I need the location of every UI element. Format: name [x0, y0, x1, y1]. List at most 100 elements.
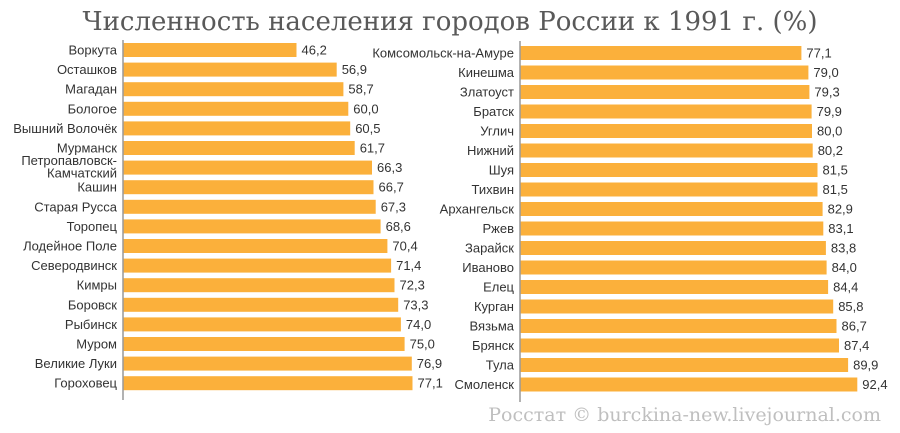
category-label: Великие Луки	[35, 356, 117, 371]
category-label: Златоуст	[460, 85, 514, 100]
value-label: 61,7	[360, 141, 385, 156]
category-label: Комсомольск-на-Амуре	[372, 46, 514, 61]
value-label: 66,3	[377, 160, 402, 175]
value-label: 83,8	[831, 241, 856, 256]
category-label: Тихвин	[472, 182, 514, 197]
category-label: Нижний	[467, 143, 514, 158]
bar	[123, 101, 349, 116]
bar	[520, 358, 849, 372]
value-label: 56,9	[342, 62, 367, 77]
value-label: 83,1	[828, 221, 853, 236]
bar	[520, 124, 812, 138]
category-label: Мурманск	[57, 141, 117, 156]
bar	[123, 141, 355, 155]
category-label: Зарайск	[465, 241, 514, 256]
value-label: 85,8	[838, 299, 863, 314]
value-label: 58,7	[348, 82, 373, 97]
value-label: 79,0	[813, 65, 838, 80]
category-label: Ржев	[482, 221, 514, 236]
value-label: 79,9	[817, 104, 842, 119]
bar	[123, 278, 395, 293]
bar	[123, 121, 351, 136]
category-label: Вязьма	[470, 319, 515, 334]
category-label: Бологое	[68, 101, 117, 116]
bar	[123, 239, 388, 253]
value-label: 75,0	[410, 337, 435, 352]
category-label: Елец	[483, 280, 514, 295]
bar	[520, 280, 829, 294]
right-panel: Комсомольск-на-Амуре 77,1 Кинешма 79,0 Злато…	[372, 41, 888, 402]
bar	[123, 62, 337, 77]
value-label: 72,3	[400, 278, 425, 293]
value-label: 77,1	[806, 46, 831, 61]
category-label: Кинешма	[458, 65, 515, 80]
value-label: 84,0	[832, 260, 857, 275]
bar	[520, 260, 827, 275]
value-label: 81,5	[823, 182, 848, 197]
bar	[520, 143, 813, 158]
bar	[123, 356, 412, 371]
category-label: Братск	[473, 104, 514, 119]
bar	[520, 182, 818, 197]
category-label: Гороховец	[54, 376, 117, 391]
category-label: Брянск	[472, 338, 514, 353]
value-label: 66,7	[379, 180, 404, 195]
value-label: 67,3	[381, 199, 406, 214]
bar	[520, 377, 858, 392]
bar	[123, 297, 399, 312]
category-label: Петропавловск-Камчатский	[21, 153, 117, 181]
bar	[520, 319, 837, 333]
category-label: Северодвинск	[31, 258, 117, 273]
bar	[520, 241, 826, 255]
bar	[123, 376, 413, 391]
bar	[123, 258, 392, 273]
category-label: Торопец	[67, 219, 118, 234]
bar	[123, 160, 372, 175]
left-panel: Воркута 46,2 Осташков 56,9 Магадан 58,7 Болого…	[13, 40, 443, 400]
category-label: Магадан	[65, 82, 117, 97]
value-label: 60,0	[353, 101, 378, 116]
category-label: Осташков	[57, 62, 117, 77]
bar	[123, 317, 401, 332]
value-label: 73,3	[403, 297, 428, 312]
value-label: 84,4	[833, 280, 858, 295]
category-label: Боровск	[68, 297, 117, 312]
value-label: 68,6	[386, 219, 411, 234]
category-label: Иваново	[462, 260, 514, 275]
bar	[123, 82, 344, 97]
value-label: 87,4	[844, 338, 869, 353]
bar	[520, 104, 812, 119]
bar	[123, 199, 376, 214]
value-label: 80,2	[818, 143, 843, 158]
value-label: 82,9	[828, 202, 853, 217]
value-label: 80,0	[817, 124, 842, 139]
category-label: Смоленск	[455, 377, 515, 392]
value-label: 46,2	[302, 43, 327, 58]
value-label: 77,1	[418, 376, 443, 391]
value-label: 86,7	[842, 319, 867, 334]
category-label: Воркута	[68, 43, 117, 58]
source-credit: Росстат © burckina-new.livejournal.com	[488, 404, 881, 426]
value-label: 79,3	[814, 85, 839, 100]
category-label: Муром	[76, 337, 117, 352]
value-label: 81,5	[823, 163, 848, 178]
bar	[520, 46, 802, 60]
bar	[520, 338, 839, 353]
bar	[520, 299, 834, 314]
bar	[123, 337, 405, 351]
value-label: 76,9	[417, 356, 442, 371]
category-label: Тула	[486, 358, 515, 373]
category-label: Архангельск	[440, 202, 515, 217]
category-label: Углич	[480, 124, 514, 139]
value-label: 92,4	[862, 377, 887, 392]
bar	[123, 43, 297, 57]
bar	[520, 85, 810, 99]
value-label: 60,5	[355, 121, 380, 136]
bar	[123, 180, 374, 195]
category-label: Курган	[474, 299, 514, 314]
bar	[520, 221, 824, 236]
category-label: Вышний Волочёк	[13, 121, 117, 136]
value-label: 70,4	[392, 239, 417, 254]
value-label: 89,9	[853, 358, 878, 373]
bar	[520, 65, 809, 80]
